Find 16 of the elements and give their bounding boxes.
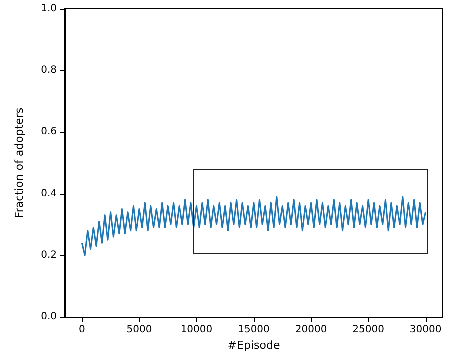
y-tick-label: 0.8 bbox=[41, 65, 57, 76]
x-tick-label: 20000 bbox=[295, 324, 328, 336]
x-tick-label: 15000 bbox=[238, 324, 270, 336]
y-axis-title: Fraction of adopters bbox=[13, 108, 26, 218]
y-tick-label: 0.6 bbox=[41, 126, 57, 138]
x-tick-label: 0 bbox=[78, 324, 86, 336]
y-tick-label: 0.4 bbox=[41, 188, 57, 200]
y-tick-label: 0.0 bbox=[41, 312, 57, 323]
y-tick-label: 1.0 bbox=[41, 4, 57, 14]
x-tick-label: 30000 bbox=[410, 324, 442, 336]
x-axis-title: #Episode bbox=[228, 339, 280, 352]
x-tick-label: 25000 bbox=[352, 324, 384, 336]
y-tick-label: 0.2 bbox=[41, 250, 57, 261]
x-tick-label: 10000 bbox=[180, 324, 213, 336]
x-tick-label: 5000 bbox=[126, 324, 152, 336]
line-series bbox=[81, 196, 427, 256]
